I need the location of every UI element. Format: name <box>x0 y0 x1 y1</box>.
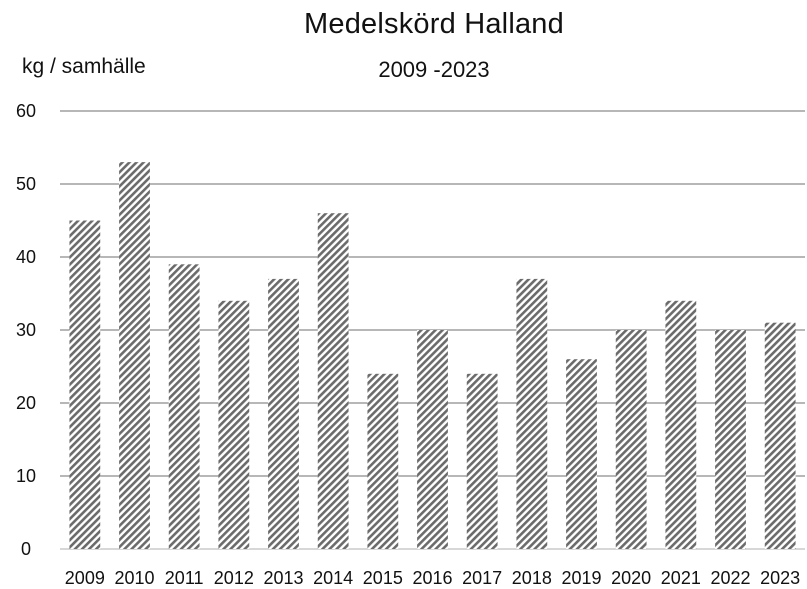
bar-2014 <box>317 213 349 549</box>
y-tick-30: 30 <box>16 320 36 340</box>
bar-2010 <box>119 162 150 549</box>
x-tick-2014: 2014 <box>313 568 353 588</box>
x-tick-2019: 2019 <box>561 568 601 588</box>
bar-2019 <box>566 359 597 549</box>
x-tick-2021: 2021 <box>661 568 701 588</box>
bar-2017 <box>466 373 498 549</box>
y-tick-20: 20 <box>16 393 36 413</box>
x-tick-2020: 2020 <box>611 568 651 588</box>
chart-title: Medelskörd Halland <box>304 8 564 40</box>
bar-2016 <box>417 330 448 549</box>
y-tick-60: 60 <box>16 101 36 121</box>
x-tick-2010: 2010 <box>114 568 154 588</box>
x-tick-2009: 2009 <box>65 568 105 588</box>
bar-2022 <box>715 330 746 549</box>
y-tick-50: 50 <box>16 174 36 194</box>
y-tick-labels: 0 10 20 30 40 50 60 <box>16 101 36 559</box>
y-tick-10: 10 <box>16 466 36 486</box>
bar-2020 <box>615 330 647 549</box>
bars <box>69 162 796 549</box>
x-tick-2013: 2013 <box>263 568 303 588</box>
bar-2021 <box>665 300 697 549</box>
bar-2009 <box>69 220 101 549</box>
x-tick-2016: 2016 <box>412 568 452 588</box>
x-tick-2012: 2012 <box>214 568 254 588</box>
x-tick-2011: 2011 <box>165 568 204 588</box>
bar-2015 <box>367 373 399 549</box>
bar-2013 <box>268 278 299 549</box>
bar-2023 <box>764 322 796 549</box>
y-tick-40: 40 <box>16 247 36 267</box>
x-tick-labels: 2009 2010 2011 2012 2013 2014 2015 2016 2017 2018… <box>65 568 800 588</box>
x-tick-2018: 2018 <box>512 568 552 588</box>
x-tick-2023: 2023 <box>760 568 800 588</box>
x-tick-2022: 2022 <box>710 568 750 588</box>
chart-subtitle: 2009 -2023 <box>378 57 490 82</box>
bar-2011 <box>168 264 200 549</box>
y-axis-label: kg / samhälle <box>22 55 146 78</box>
x-tick-2017: 2017 <box>462 568 502 588</box>
bar-2018 <box>516 278 548 549</box>
y-tick-0: 0 <box>21 539 31 559</box>
x-tick-2015: 2015 <box>363 568 403 588</box>
bar-2012 <box>218 300 250 549</box>
